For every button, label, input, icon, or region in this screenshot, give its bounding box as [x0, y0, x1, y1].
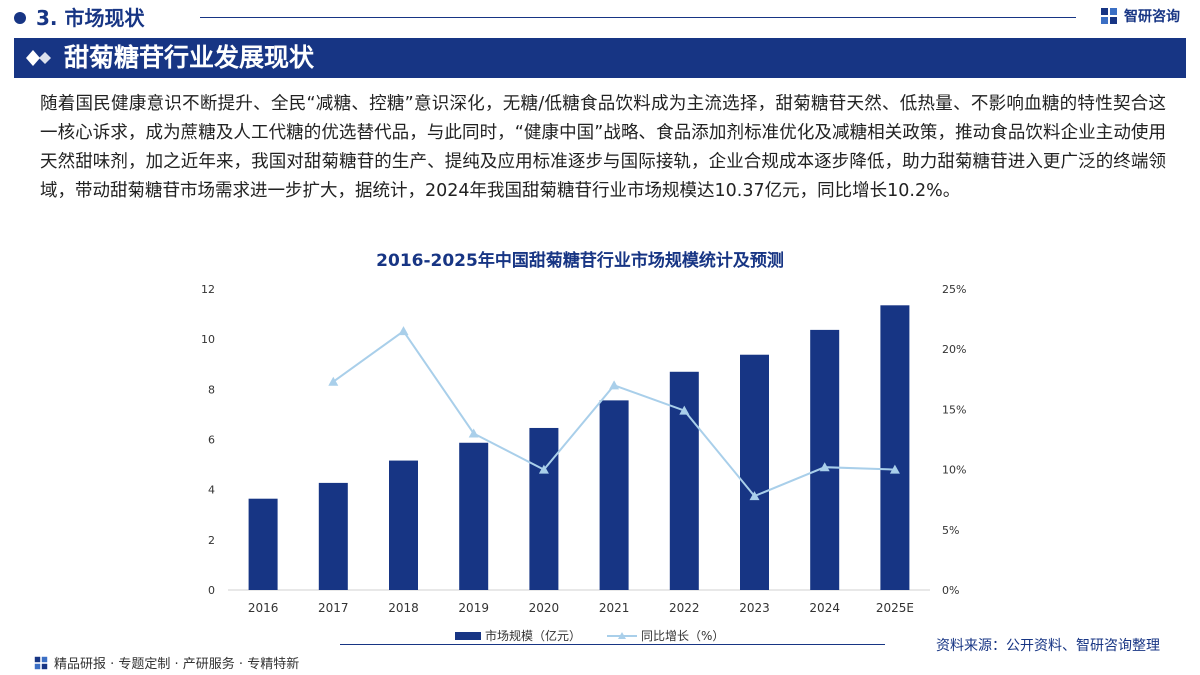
brand-logo: 智研咨询 [1100, 6, 1180, 26]
section-title: 3. 市场现状 [36, 6, 145, 30]
x-tick-label: 2024 [809, 601, 840, 615]
x-tick-label: 2019 [458, 601, 489, 615]
x-tick-label: 2022 [669, 601, 700, 615]
bar-2020 [529, 427, 559, 590]
y-left-tick-label: 2 [208, 534, 215, 547]
growth-point-2022 [679, 405, 690, 415]
bar-2023 [740, 354, 769, 590]
y-left-tick-label: 0 [208, 584, 215, 597]
growth-point-2020 [538, 464, 549, 474]
legend-bar-swatch [455, 631, 481, 640]
y-right-tick-label: 10% [942, 464, 966, 477]
bar-2022 [669, 371, 699, 590]
y-left-tick-label: 8 [208, 383, 215, 396]
bar-2019 [459, 442, 489, 590]
growth-point-2017 [328, 376, 339, 386]
legend-bar-label: 市场规模（亿元） [485, 629, 582, 643]
growth-point-2024 [819, 462, 830, 472]
x-tick-label: 2017 [318, 601, 349, 615]
legend-line-swatch [607, 631, 638, 639]
y-left-tick-label: 4 [208, 484, 215, 497]
x-tick-label: 2021 [599, 601, 630, 615]
y-left-tick-label: 10 [201, 333, 215, 346]
x-tick-label: 2025E [876, 601, 914, 615]
growth-point-2025E [889, 464, 900, 474]
x-tick-label: 2023 [739, 601, 770, 615]
market-size-chart: 0 2 4 6 8 10 12 0% 5% 10% 15% 20% 25% 2016 2017 2018 201… [201, 283, 966, 615]
header-divider [200, 17, 1076, 18]
growth-point-2021 [609, 380, 620, 390]
y-right-tick-label: 0% [942, 584, 959, 597]
footer-tagline: 精品研报 · 专题定制 · 产研服务 · 专精特新 [54, 657, 300, 672]
growth-point-2018 [398, 326, 409, 336]
page-title: 甜菊糖苷行业发展现状 [64, 43, 315, 72]
chart-title: 2016-2025年中国甜菊糖苷行业市场规模统计及预测 [376, 251, 784, 271]
growth-point-2019 [468, 428, 479, 438]
y-right-tick-label: 15% [942, 403, 966, 416]
footer: 精品研报 · 专题定制 · 产研服务 · 专精特新 [34, 653, 299, 672]
bar-2016 [248, 498, 278, 590]
y-right-tick-label: 25% [942, 283, 966, 296]
footer-logo-icon [34, 656, 48, 669]
bar-2018 [389, 460, 418, 590]
diamond-icon [26, 50, 51, 66]
y-left-tick-label: 12 [201, 283, 215, 296]
intro-paragraph: 随着国民健康意识不断提升、全民“减糖、控糖”意识深化，无糖/低糖食品饮料成为主流… [40, 94, 1166, 201]
y-right-tick-label: 5% [942, 524, 959, 537]
bar-2017 [318, 482, 348, 590]
legend-line-label: 同比增长（%） [641, 629, 725, 643]
section-bullet-icon [14, 12, 26, 24]
brand-logo-text: 智研咨询 [1124, 9, 1180, 25]
bar-2025E [880, 305, 910, 590]
bar-2024 [810, 329, 840, 590]
bar-2021 [599, 400, 629, 590]
footer-divider [340, 644, 885, 645]
y-right-tick-label: 20% [942, 343, 966, 356]
data-source: 资料来源：公开资料、智研咨询整理 [936, 638, 1160, 654]
y-left-tick-label: 6 [208, 434, 215, 447]
chart-legend: 市场规模（亿元） 同比增长（%） [455, 627, 750, 644]
x-tick-label: 2016 [248, 601, 279, 615]
growth-point-2023 [749, 491, 760, 501]
x-tick-label: 2020 [529, 601, 560, 615]
x-tick-label: 2018 [388, 601, 419, 615]
legend-item-line: 同比增长（%） [607, 627, 724, 644]
title-banner: 甜菊糖苷行业发展现状 [14, 38, 1186, 78]
legend-item-bar: 市场规模（亿元） [455, 627, 581, 644]
top-bar: 3. 市场现状 智研咨询 [0, 0, 1200, 36]
brand-logo-icon [1101, 8, 1117, 24]
